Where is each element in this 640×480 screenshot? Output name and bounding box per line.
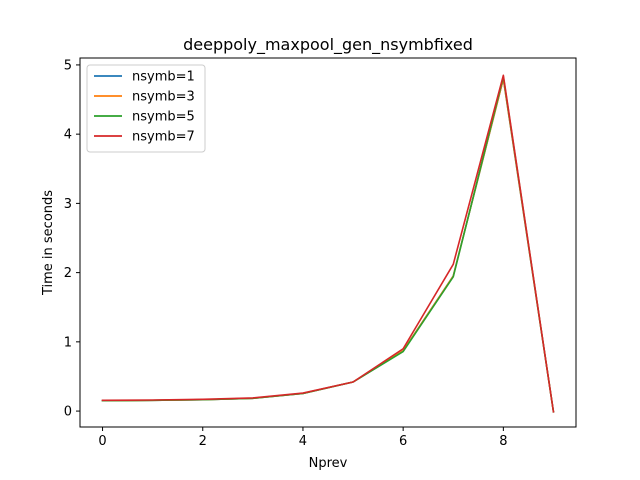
- chart-title: deeppoly_maxpool_gen_nsymbfixed: [183, 35, 473, 55]
- y-tick-label: 4: [64, 128, 72, 143]
- x-tick-label: 4: [299, 434, 307, 449]
- x-tick-label: 0: [98, 434, 106, 449]
- y-tick-label: 2: [64, 266, 72, 281]
- y-tick-label: 5: [64, 58, 72, 73]
- legend-label: nsymb=1: [132, 70, 195, 85]
- plot-lines: [101, 74, 555, 413]
- legend-box: [86, 64, 206, 153]
- legend: nsymb=1 nsymb=3 nsymb=5 nsymb=7: [86, 64, 206, 153]
- x-axis-label: Nprev: [309, 456, 348, 471]
- x-axis-ticks: 0 2 4 6 8: [98, 427, 507, 449]
- x-tick-label: 6: [399, 434, 407, 449]
- y-axis-label: Time in seconds: [41, 190, 56, 296]
- y-tick-label: 1: [64, 335, 72, 350]
- legend-label: nsymb=5: [132, 110, 195, 125]
- y-tick-label: 3: [64, 197, 72, 212]
- legend-label: nsymb=7: [132, 130, 195, 145]
- series-line-nsymb-7: [101, 74, 555, 413]
- y-axis-ticks: 0 1 2 3 4 5: [64, 58, 80, 420]
- x-tick-label: 8: [499, 434, 507, 449]
- x-tick-label: 2: [199, 434, 207, 449]
- legend-label: nsymb=3: [132, 90, 195, 105]
- y-tick-label: 0: [64, 405, 72, 420]
- plot-frame: [79, 57, 577, 428]
